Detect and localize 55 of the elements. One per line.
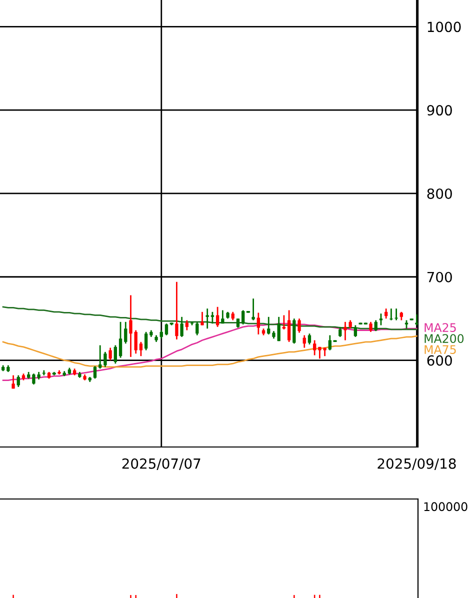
candlestick xyxy=(134,330,138,354)
candlestick xyxy=(390,308,393,321)
candlestick xyxy=(287,310,291,343)
candlestick xyxy=(369,321,372,333)
y-tick-label: 900 xyxy=(427,105,452,116)
candlestick xyxy=(292,318,296,344)
candlestick xyxy=(256,312,260,336)
candlestick xyxy=(242,310,245,326)
candlestick xyxy=(206,308,209,330)
y-tick-label: 800 xyxy=(427,188,452,199)
text: 100000 xyxy=(424,502,468,512)
candlestick xyxy=(144,331,148,351)
candlestick xyxy=(252,298,255,321)
y-tick-label: 700 xyxy=(427,272,452,282)
candlestick xyxy=(394,308,398,321)
candlestick xyxy=(221,310,224,324)
y-tick-label: 600 xyxy=(427,355,452,366)
candlestick xyxy=(104,351,107,368)
candlestick xyxy=(308,332,312,346)
x-tick-label: 2025/07/07 xyxy=(122,458,200,470)
candlestick xyxy=(175,281,178,340)
candlestick xyxy=(216,306,220,328)
candlestick xyxy=(267,316,270,336)
y-tick-label: 1000 xyxy=(428,22,461,32)
candlestick xyxy=(196,321,199,336)
candlestick xyxy=(114,344,117,364)
candlestick xyxy=(338,326,342,338)
candlestick xyxy=(298,318,301,334)
candlestick xyxy=(277,316,280,342)
candlestick xyxy=(108,347,112,361)
candlestick xyxy=(415,314,418,326)
candlestick xyxy=(16,374,20,388)
candlestick xyxy=(129,294,132,358)
candlestick xyxy=(93,365,97,380)
series-label: MA25 xyxy=(424,323,456,332)
candlestick xyxy=(210,311,214,324)
candlestick xyxy=(124,321,128,344)
candlestick xyxy=(313,340,316,356)
candlestick xyxy=(185,320,188,331)
candlestick xyxy=(384,308,388,320)
line-series xyxy=(2,335,418,368)
candlestick xyxy=(374,320,378,332)
series-label: MA75 xyxy=(424,345,456,354)
candlestick xyxy=(98,344,102,370)
series-label: MA200 xyxy=(424,334,464,344)
candlestick xyxy=(236,318,240,328)
candlestick xyxy=(180,316,184,338)
candlestick xyxy=(12,374,15,390)
candlestick xyxy=(200,311,204,326)
candlestick xyxy=(139,341,143,357)
candlestick xyxy=(354,324,358,338)
x-tick-label: 2025/09/18 xyxy=(378,458,456,470)
candlestick xyxy=(344,321,347,341)
candlestick xyxy=(118,321,122,358)
candlestick xyxy=(164,322,168,336)
